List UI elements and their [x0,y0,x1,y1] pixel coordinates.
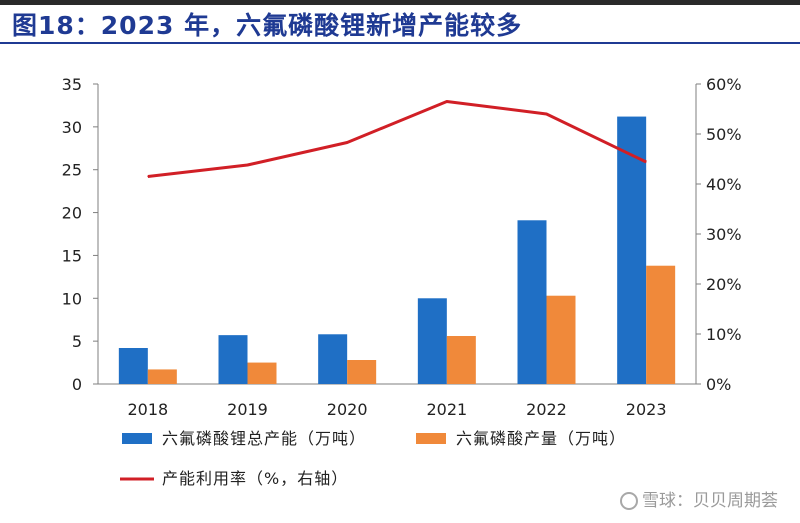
utilization-point [147,176,149,177]
title-rule [0,42,800,44]
capacity-bar [617,116,647,385]
output-bar [646,265,676,384]
right-tick-label: 60% [706,75,742,94]
capacity-bar [218,335,248,384]
output-bar [446,336,476,384]
page-title: 图18：2023 年，六氟磷酸锂新增产能较多 [12,11,523,40]
right-tick-label: 30% [706,225,742,244]
legend-output-swatch [416,433,446,444]
right-tick-label: 10% [706,325,742,344]
utilization-point [645,161,647,163]
x-tick-label: 2018 [127,400,168,419]
right-tick-label: 0% [706,375,731,394]
utilization-point [446,101,448,102]
snowball-icon [620,492,638,510]
right-tick-label: 20% [706,275,742,294]
capacity-bar [118,348,148,384]
top-rule [0,0,800,5]
left-tick-label: 25 [62,161,82,180]
legend-utilization-label: 产能利用率（%，右轴） [162,469,348,488]
watermark-text: 雪球：贝贝周期荟 [642,491,778,511]
legend-capacity-label: 六氟磷酸锂总产能（万吨） [162,429,366,448]
x-tick-label: 2023 [626,400,667,419]
utilization-line [147,100,647,178]
right-tick-label: 50% [706,125,742,144]
right-tick-label: 40% [706,175,742,194]
capacity-bar [417,298,447,384]
x-tick-label: 2020 [327,400,368,419]
capacity-bar [318,334,348,384]
legend-output-label: 六氟磷酸产量（万吨） [456,429,626,448]
utilization-point [346,142,348,143]
utilization-point [247,164,248,166]
output-bar [347,360,377,384]
output-bar [546,295,576,384]
left-tick-label: 0 [72,375,82,394]
capacity-bar [517,220,547,384]
legend-capacity-swatch [122,433,152,444]
x-tick-label: 2022 [526,400,567,419]
left-tick-label: 35 [62,75,82,94]
left-tick-label: 30 [62,118,82,137]
output-bar [247,362,277,384]
x-tick-label: 2019 [227,400,268,419]
watermark: 雪球：贝贝周期荟 [620,486,778,511]
output-bar [147,369,177,384]
left-tick-label: 5 [72,332,82,351]
left-tick-label: 15 [62,246,82,265]
x-tick-label: 2021 [426,400,467,419]
left-tick-label: 20 [62,204,82,223]
left-tick-label: 10 [62,289,82,308]
utilization-point [546,113,547,115]
